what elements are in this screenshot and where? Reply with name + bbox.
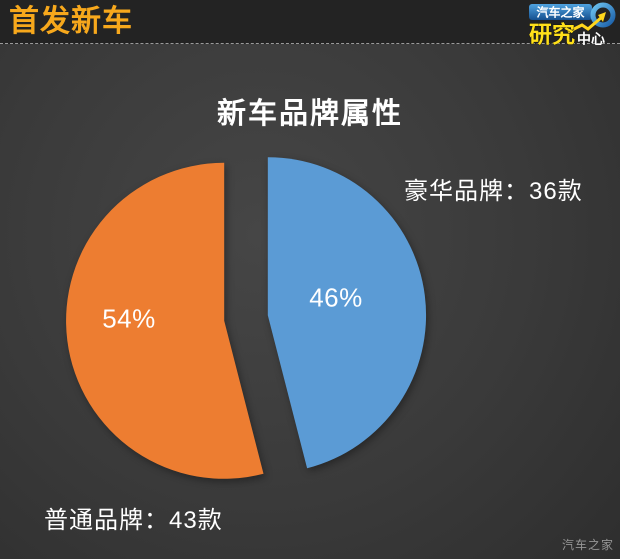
logo-arrow-icon (567, 15, 603, 34)
logo-graphic: 汽车之家 研究 中心 (529, 2, 616, 47)
callout-luxury-brands: 豪华品牌：36款 (404, 178, 583, 205)
autohome-research-logo: 汽车之家 研究 中心 (528, 1, 618, 47)
pie-percent-ordinary: 54% (102, 303, 156, 334)
logo-brand-bar (529, 4, 592, 20)
watermark: 汽车之家 (561, 538, 614, 552)
pie-slice-luxury (267, 157, 427, 469)
pie-percent-luxury: 46% (309, 282, 363, 313)
logo-small-text: 中心 (577, 31, 605, 45)
logo-arrowhead-icon (598, 12, 606, 22)
chart-title: 新车品牌属性 (216, 98, 403, 130)
logo-big-text: 研究 (529, 21, 575, 45)
callout-ordinary-brands: 普通品牌：43款 (44, 507, 223, 534)
page-title: 首发新车 (9, 4, 133, 38)
header-bar: 首发新车 (0, 0, 620, 44)
pie-slice-ordinary (66, 162, 264, 479)
logo-brand-text: 汽车之家 (536, 5, 585, 20)
logo-swoosh-circle (590, 2, 616, 28)
